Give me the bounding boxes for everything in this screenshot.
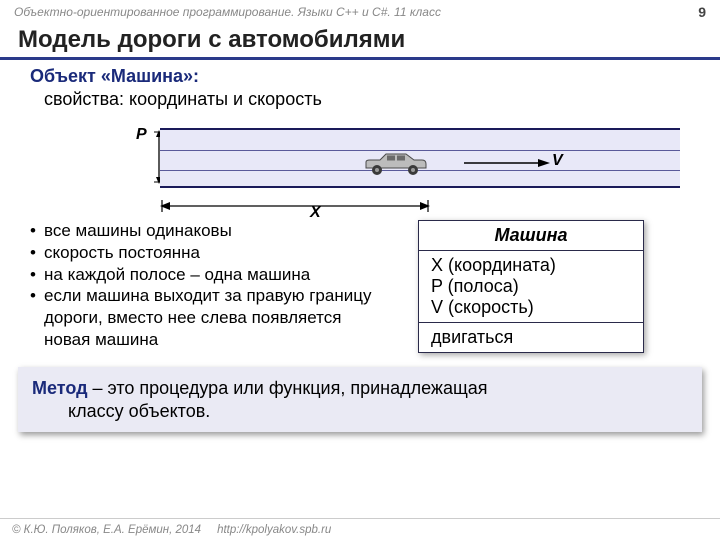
page-number: 9	[698, 4, 706, 20]
object-header: Объект «Машина»:	[30, 66, 702, 87]
footer: © К.Ю. Поляков, Е.А. Ерёмин, 2014 http:/…	[0, 518, 720, 540]
content-area: Объект «Машина»: свойства: координаты и …	[0, 60, 720, 353]
object-properties: свойства: координаты и скорость	[44, 89, 702, 110]
header-bar: Объектно-ориентированное программировани…	[0, 0, 720, 24]
definition-box: Метод – это процедура или функция, прина…	[18, 367, 702, 432]
copyright: © К.Ю. Поляков, Е.А. Ерёмин, 2014	[12, 524, 201, 536]
v-label: V	[552, 152, 563, 170]
v-arrow	[464, 158, 550, 168]
course-title: Объектно-ориентированное программировани…	[14, 5, 441, 19]
class-fields: X (координата) P (полоса) V (скорость)	[419, 251, 643, 323]
definition-text-2: классу объектов.	[68, 400, 688, 423]
page-title: Модель дороги с автомобилями	[0, 24, 720, 60]
definition-text-1: – это процедура или функция, принадлежащ…	[88, 378, 488, 398]
list-item: скорость постоянна	[30, 242, 390, 264]
footer-url: http://kpolyakov.spb.ru	[217, 524, 331, 536]
road-diagram: P V	[120, 122, 680, 214]
list-item: если машина выходит за правую границу до…	[30, 285, 390, 350]
definition-term: Метод	[32, 378, 88, 398]
class-title: Машина	[419, 221, 643, 251]
x-dimension-arrow	[160, 200, 430, 214]
columns: все машины одинаковы скорость постоянна …	[30, 220, 702, 353]
p-label: P	[136, 126, 147, 144]
list-item: все машины одинаковы	[30, 220, 390, 242]
class-methods: двигаться	[419, 323, 643, 352]
list-item: на каждой полосе – одна машина	[30, 264, 390, 286]
car-icon	[360, 150, 430, 178]
bullet-list: все машины одинаковы скорость постоянна …	[30, 220, 390, 353]
class-box: Машина X (координата) P (полоса) V (скор…	[418, 220, 644, 353]
